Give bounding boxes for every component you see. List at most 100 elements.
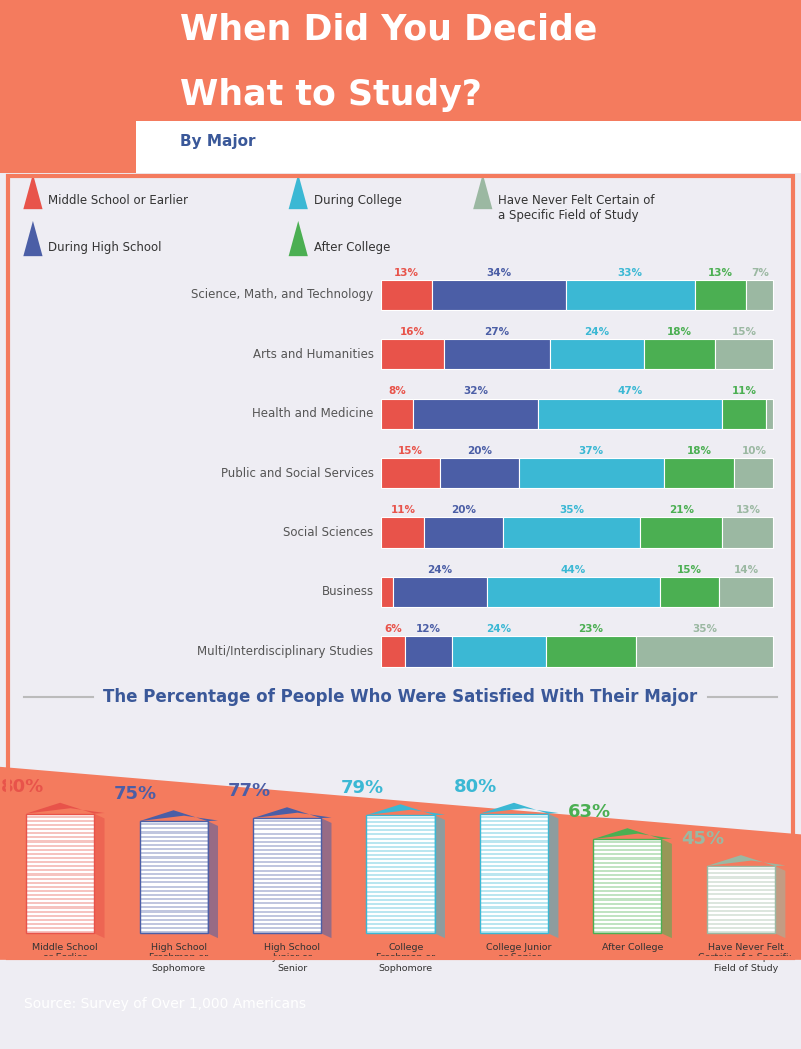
FancyBboxPatch shape xyxy=(253,915,321,917)
Polygon shape xyxy=(23,221,42,256)
FancyBboxPatch shape xyxy=(26,823,95,826)
FancyBboxPatch shape xyxy=(381,458,440,488)
FancyBboxPatch shape xyxy=(664,458,735,488)
FancyBboxPatch shape xyxy=(594,839,662,934)
FancyBboxPatch shape xyxy=(746,280,774,309)
Text: 80%: 80% xyxy=(454,777,497,795)
FancyBboxPatch shape xyxy=(594,891,662,893)
FancyBboxPatch shape xyxy=(594,845,662,848)
Text: 80%: 80% xyxy=(1,777,43,795)
FancyBboxPatch shape xyxy=(26,849,95,851)
FancyBboxPatch shape xyxy=(444,339,550,369)
FancyBboxPatch shape xyxy=(253,891,321,892)
Text: 10%: 10% xyxy=(742,446,767,456)
FancyBboxPatch shape xyxy=(139,927,207,929)
FancyBboxPatch shape xyxy=(594,895,662,897)
Text: 24%: 24% xyxy=(585,327,610,337)
FancyBboxPatch shape xyxy=(139,836,207,838)
FancyBboxPatch shape xyxy=(367,854,434,856)
Text: Have Never Felt Certain of
a Specific Field of Study: Have Never Felt Certain of a Specific Fi… xyxy=(498,194,654,222)
FancyBboxPatch shape xyxy=(139,852,207,854)
FancyBboxPatch shape xyxy=(139,898,207,900)
FancyBboxPatch shape xyxy=(367,858,434,860)
FancyBboxPatch shape xyxy=(253,911,321,913)
Text: 18%: 18% xyxy=(666,327,692,337)
FancyBboxPatch shape xyxy=(594,898,662,900)
FancyBboxPatch shape xyxy=(139,890,207,892)
FancyBboxPatch shape xyxy=(594,854,662,855)
FancyBboxPatch shape xyxy=(26,911,95,913)
FancyBboxPatch shape xyxy=(480,865,548,868)
FancyBboxPatch shape xyxy=(26,857,95,859)
FancyBboxPatch shape xyxy=(594,902,662,904)
FancyBboxPatch shape xyxy=(381,280,433,309)
FancyBboxPatch shape xyxy=(707,902,775,904)
Text: Multi/Interdisciplinary Studies: Multi/Interdisciplinary Studies xyxy=(198,645,373,658)
FancyBboxPatch shape xyxy=(594,915,662,917)
Text: 24%: 24% xyxy=(486,624,512,635)
FancyBboxPatch shape xyxy=(707,890,775,892)
FancyBboxPatch shape xyxy=(480,836,548,838)
Text: 37%: 37% xyxy=(578,446,604,456)
Polygon shape xyxy=(136,122,801,173)
FancyBboxPatch shape xyxy=(253,874,321,876)
FancyBboxPatch shape xyxy=(480,861,548,863)
Text: 8%: 8% xyxy=(388,386,406,397)
FancyBboxPatch shape xyxy=(480,885,548,887)
FancyBboxPatch shape xyxy=(139,832,207,834)
Text: 33%: 33% xyxy=(618,267,643,278)
Polygon shape xyxy=(23,174,42,209)
Text: 20%: 20% xyxy=(467,446,492,456)
Text: 13%: 13% xyxy=(735,506,760,515)
FancyBboxPatch shape xyxy=(253,882,321,884)
FancyBboxPatch shape xyxy=(139,877,207,879)
FancyBboxPatch shape xyxy=(405,637,452,666)
Text: 35%: 35% xyxy=(559,506,584,515)
FancyBboxPatch shape xyxy=(367,866,434,869)
FancyBboxPatch shape xyxy=(594,882,662,884)
FancyBboxPatch shape xyxy=(480,849,548,851)
FancyBboxPatch shape xyxy=(480,853,548,855)
FancyBboxPatch shape xyxy=(594,861,662,863)
FancyBboxPatch shape xyxy=(139,873,207,875)
Polygon shape xyxy=(253,808,332,818)
FancyBboxPatch shape xyxy=(253,923,321,925)
FancyBboxPatch shape xyxy=(480,932,548,934)
Text: 23%: 23% xyxy=(578,624,604,635)
FancyBboxPatch shape xyxy=(480,840,548,842)
FancyBboxPatch shape xyxy=(480,911,548,913)
FancyBboxPatch shape xyxy=(723,399,766,429)
FancyBboxPatch shape xyxy=(381,339,444,369)
FancyBboxPatch shape xyxy=(367,906,434,908)
FancyBboxPatch shape xyxy=(253,902,321,904)
FancyBboxPatch shape xyxy=(367,837,434,839)
Polygon shape xyxy=(434,815,445,938)
FancyBboxPatch shape xyxy=(26,816,95,818)
FancyBboxPatch shape xyxy=(26,820,95,821)
Polygon shape xyxy=(473,174,493,209)
FancyBboxPatch shape xyxy=(253,898,321,900)
FancyBboxPatch shape xyxy=(707,869,775,871)
FancyBboxPatch shape xyxy=(253,829,321,831)
Text: During College: During College xyxy=(314,194,401,207)
FancyBboxPatch shape xyxy=(26,832,95,834)
FancyBboxPatch shape xyxy=(139,869,207,871)
Text: The Percentage of People Who Were Satisfied With Their Major: The Percentage of People Who Were Satisf… xyxy=(103,687,698,706)
Text: 79%: 79% xyxy=(341,779,384,797)
FancyBboxPatch shape xyxy=(253,818,321,934)
FancyBboxPatch shape xyxy=(594,874,662,876)
Polygon shape xyxy=(288,174,308,209)
FancyBboxPatch shape xyxy=(538,399,723,429)
Text: 32%: 32% xyxy=(463,386,488,397)
Text: High School
Freshman or
Sophomore: High School Freshman or Sophomore xyxy=(149,943,208,972)
Polygon shape xyxy=(367,805,445,815)
FancyBboxPatch shape xyxy=(707,911,775,913)
FancyBboxPatch shape xyxy=(707,894,775,896)
FancyBboxPatch shape xyxy=(644,339,714,369)
FancyBboxPatch shape xyxy=(253,894,321,896)
FancyBboxPatch shape xyxy=(253,865,321,868)
Text: High School
Junior or
Senior: High School Junior or Senior xyxy=(264,943,320,972)
FancyBboxPatch shape xyxy=(707,873,775,875)
FancyBboxPatch shape xyxy=(253,861,321,863)
FancyBboxPatch shape xyxy=(139,932,207,934)
